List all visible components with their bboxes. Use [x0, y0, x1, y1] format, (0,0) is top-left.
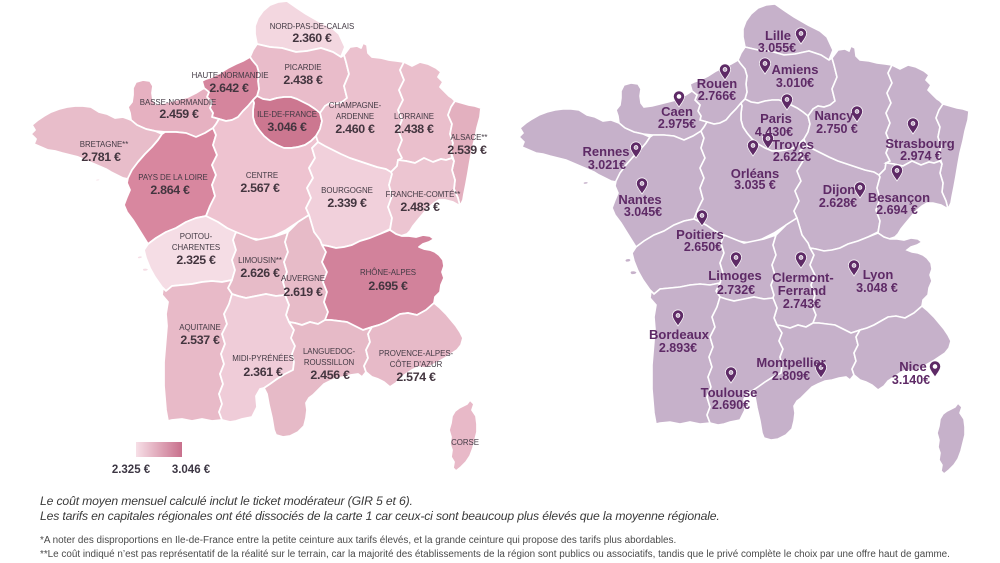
svg-text:2.695 €: 2.695 €: [368, 279, 408, 293]
svg-text:3.035 €: 3.035 €: [734, 178, 776, 192]
svg-text:2.622€: 2.622€: [773, 150, 811, 164]
svg-text:Paris: Paris: [760, 111, 792, 126]
svg-text:NORD-PAS-DE-CALAIS: NORD-PAS-DE-CALAIS: [270, 22, 354, 31]
svg-text:Lille: Lille: [765, 28, 791, 43]
svg-text:PROVENCE-ALPES-: PROVENCE-ALPES-: [379, 349, 454, 358]
svg-text:2.694 €: 2.694 €: [876, 203, 918, 217]
svg-text:PICARDIE: PICARDIE: [285, 63, 322, 72]
svg-text:2.539 €: 2.539 €: [447, 143, 487, 157]
svg-text:Strasbourg: Strasbourg: [885, 136, 954, 151]
svg-text:3.010€: 3.010€: [776, 76, 814, 90]
svg-text:2.628€: 2.628€: [819, 196, 857, 210]
svg-text:2.574 €: 2.574 €: [396, 370, 436, 384]
svg-text:2.732€: 2.732€: [717, 283, 755, 297]
svg-text:CORSE: CORSE: [451, 438, 479, 447]
svg-text:Dijon: Dijon: [823, 182, 856, 197]
svg-text:2.893€: 2.893€: [659, 341, 697, 355]
svg-text:ROUSSILLON: ROUSSILLON: [304, 358, 355, 367]
svg-text:Caen: Caen: [661, 104, 693, 119]
svg-text:CÔTE D’AZUR: CÔTE D’AZUR: [390, 360, 443, 369]
svg-text:Nice: Nice: [899, 359, 926, 374]
svg-text:POITOU-: POITOU-: [180, 232, 213, 241]
svg-text:3.046 €: 3.046 €: [172, 464, 211, 476]
svg-text:2.743€: 2.743€: [783, 297, 821, 311]
svg-text:2.781 €: 2.781 €: [81, 150, 121, 164]
svg-text:2.567 €: 2.567 €: [240, 181, 280, 195]
svg-text:Orléans: Orléans: [731, 166, 779, 181]
svg-text:Nancy: Nancy: [814, 108, 854, 123]
svg-text:2.809€: 2.809€: [772, 369, 810, 383]
svg-text:2.459 €: 2.459 €: [159, 107, 199, 121]
svg-text:3.140€: 3.140€: [892, 373, 930, 387]
svg-text:2.438 €: 2.438 €: [283, 73, 323, 87]
svg-text:Nantes: Nantes: [618, 192, 661, 207]
svg-text:2.537 €: 2.537 €: [180, 333, 220, 347]
svg-text:HAUTE-NORMANDIE: HAUTE-NORMANDIE: [192, 71, 269, 80]
svg-text:CHARENTES: CHARENTES: [172, 243, 220, 252]
svg-text:4.430€: 4.430€: [755, 125, 793, 139]
svg-text:RHÔNE-ALPES: RHÔNE-ALPES: [360, 268, 416, 277]
svg-text:LORRAINE: LORRAINE: [394, 112, 434, 121]
svg-text:Rouen: Rouen: [697, 76, 738, 91]
svg-text:2.864 €: 2.864 €: [150, 183, 190, 197]
svg-text:2.650€: 2.650€: [684, 240, 722, 254]
svg-text:3.046 €: 3.046 €: [267, 120, 307, 134]
svg-text:FRANCHE-COMTÉ**: FRANCHE-COMTÉ**: [386, 190, 461, 199]
svg-text:PAYS DE LA LOIRE: PAYS DE LA LOIRE: [138, 173, 208, 182]
svg-text:2.361 €: 2.361 €: [243, 365, 283, 379]
svg-text:2.766€: 2.766€: [698, 89, 736, 103]
svg-text:2.974 €: 2.974 €: [900, 149, 942, 163]
svg-text:BASSE-NORMANDIE: BASSE-NORMANDIE: [140, 98, 216, 107]
svg-text:AQUITAINE: AQUITAINE: [179, 323, 221, 332]
svg-text:2.619 €: 2.619 €: [283, 285, 323, 299]
svg-text:2.438 €: 2.438 €: [394, 122, 434, 136]
svg-text:2.690€: 2.690€: [712, 398, 750, 412]
svg-text:Limoges: Limoges: [708, 268, 761, 283]
svg-text:Troyes: Troyes: [772, 137, 814, 152]
svg-text:BOURGOGNE: BOURGOGNE: [321, 186, 373, 195]
svg-text:2.325 €: 2.325 €: [176, 253, 216, 267]
svg-text:3.048 €: 3.048 €: [856, 281, 898, 295]
svg-text:Amiens: Amiens: [772, 62, 819, 77]
svg-text:3.021€: 3.021€: [588, 158, 626, 172]
svg-text:Besançon: Besançon: [868, 190, 930, 205]
svg-text:2.483 €: 2.483 €: [400, 200, 440, 214]
svg-text:AUVERGNE: AUVERGNE: [281, 274, 325, 283]
svg-text:ILE-DE-FRANCE: ILE-DE-FRANCE: [257, 110, 317, 119]
svg-text:Ferrand: Ferrand: [778, 283, 826, 298]
svg-text:3.055€: 3.055€: [758, 41, 796, 55]
svg-text:MIDI-PYRÉNÉES: MIDI-PYRÉNÉES: [232, 354, 294, 363]
svg-text:BRETAGNE**: BRETAGNE**: [80, 140, 128, 149]
svg-text:Bordeaux: Bordeaux: [649, 327, 710, 342]
svg-text:LANGUEDOC-: LANGUEDOC-: [303, 347, 356, 356]
svg-text:2.975€: 2.975€: [658, 117, 696, 131]
svg-text:CHAMPAGNE-: CHAMPAGNE-: [329, 101, 382, 110]
svg-text:2.360 €: 2.360 €: [292, 31, 332, 45]
svg-text:Rennes: Rennes: [583, 144, 630, 159]
svg-text:Clermont-: Clermont-: [772, 270, 833, 285]
svg-text:3.045€: 3.045€: [624, 205, 662, 219]
svg-text:2.339 €: 2.339 €: [327, 196, 367, 210]
svg-text:CENTRE: CENTRE: [246, 171, 278, 180]
svg-text:Poitiers: Poitiers: [676, 227, 724, 242]
svg-text:ALSACE**: ALSACE**: [451, 133, 488, 142]
svg-text:2.642 €: 2.642 €: [209, 81, 249, 95]
svg-text:2.750 €: 2.750 €: [816, 122, 858, 136]
svg-text:2.460 €: 2.460 €: [335, 122, 375, 136]
svg-text:2.456 €: 2.456 €: [310, 368, 350, 382]
svg-text:LIMOUSIN**: LIMOUSIN**: [238, 256, 282, 265]
svg-text:2.325 €: 2.325 €: [112, 464, 151, 476]
svg-text:Lyon: Lyon: [863, 267, 894, 282]
svg-text:Toulouse: Toulouse: [701, 385, 758, 400]
svg-text:ARDENNE: ARDENNE: [336, 112, 374, 121]
svg-text:Montpellier: Montpellier: [756, 355, 825, 370]
svg-text:2.626 €: 2.626 €: [240, 266, 280, 280]
